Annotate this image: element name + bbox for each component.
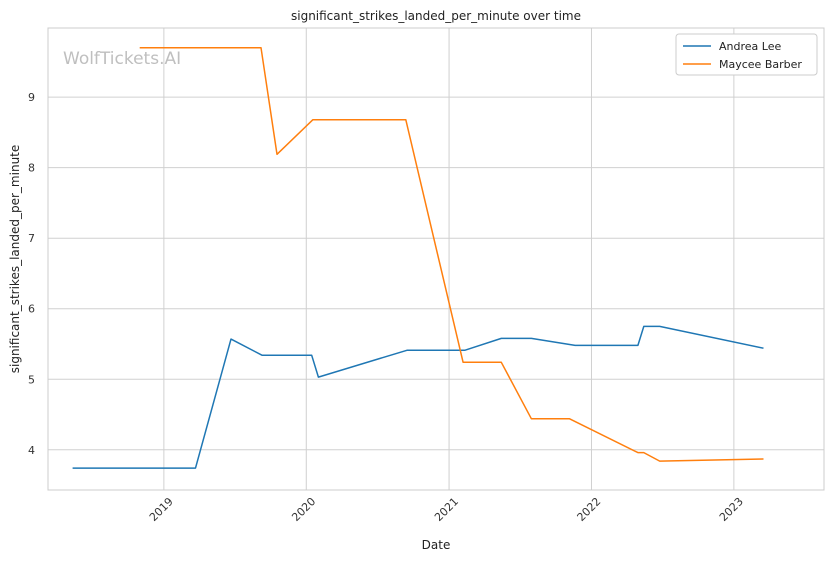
series-lines [72,46,764,469]
x-axis-ticks: 2019 2020 2021 2022 2023 [147,495,746,524]
y-axis-title: significant_strikes_landed_per_minute [8,145,22,374]
series-line [139,46,764,462]
y-axis-ticks: 4 5 6 7 8 9 [28,91,35,457]
watermark: WolfTickets.AI [63,49,181,69]
x-axis-title: Date [422,538,451,552]
plot-area [48,28,824,490]
x-tick-label: 2020 [289,495,318,524]
grid [48,28,824,490]
plot-frame [47,27,825,491]
series-line [72,325,764,469]
y-tick-label: 6 [28,303,35,316]
y-tick-label: 5 [28,373,35,386]
x-tick-label: 2019 [147,495,176,524]
legend-label: Andrea Lee [719,40,781,53]
y-tick-label: 4 [28,444,35,457]
y-tick-label: 7 [28,232,35,245]
legend: Andrea Lee Maycee Barber [675,33,818,76]
x-tick-label: 2022 [575,495,604,524]
x-tick-label: 2023 [717,495,746,524]
legend-box [675,33,818,76]
y-tick-label: 8 [28,162,35,175]
legend-label: Maycee Barber [719,58,802,71]
y-tick-label: 9 [28,91,35,104]
x-tick-label: 2021 [432,495,461,524]
chart-title: significant_strikes_landed_per_minute ov… [291,9,581,23]
